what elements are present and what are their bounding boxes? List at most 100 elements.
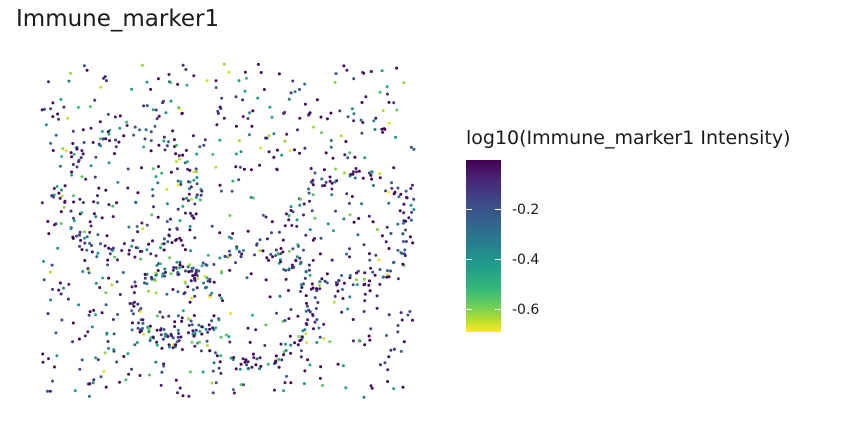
data-point (181, 63, 185, 67)
data-point (67, 282, 71, 286)
data-point (279, 260, 283, 264)
data-point (127, 248, 131, 252)
data-point (151, 239, 154, 243)
data-point (262, 88, 266, 91)
data-point (214, 381, 218, 385)
data-point (162, 364, 166, 368)
data-point (375, 306, 379, 310)
data-point (133, 125, 137, 129)
data-point (113, 115, 117, 119)
data-point (177, 154, 181, 158)
data-point (159, 383, 163, 387)
data-point (78, 367, 82, 371)
data-point (176, 314, 180, 318)
data-point (178, 219, 182, 223)
data-point (320, 177, 324, 181)
data-point (105, 234, 109, 238)
data-point (187, 394, 191, 398)
data-point (57, 288, 61, 292)
data-point (329, 145, 333, 149)
data-point (370, 170, 374, 174)
data-point (71, 340, 74, 344)
data-point (76, 105, 80, 109)
data-point (396, 222, 400, 226)
data-point (186, 265, 190, 269)
data-point (195, 193, 199, 197)
data-point (181, 394, 185, 398)
data-point (79, 238, 83, 242)
data-point (368, 338, 372, 342)
data-point (267, 258, 271, 262)
data-point (212, 361, 216, 365)
data-point (322, 337, 326, 340)
data-point (168, 345, 171, 349)
data-point (154, 254, 158, 258)
data-point (144, 128, 148, 132)
data-point (228, 268, 232, 272)
data-point (71, 142, 75, 145)
data-point (202, 143, 206, 147)
data-point (302, 382, 306, 386)
data-point (271, 255, 275, 259)
data-point (211, 152, 215, 156)
data-point (283, 381, 287, 385)
data-point (169, 272, 173, 276)
data-point (83, 334, 87, 338)
data-point (250, 365, 254, 369)
data-point (281, 238, 285, 242)
data-point (219, 354, 223, 358)
data-point (192, 314, 196, 317)
data-point (62, 205, 66, 209)
data-point (114, 145, 118, 149)
data-point (289, 308, 293, 311)
data-point (131, 302, 135, 306)
data-point (131, 239, 135, 242)
data-point (86, 330, 90, 334)
data-point (70, 173, 74, 177)
data-point (69, 209, 73, 213)
data-point (380, 69, 384, 73)
data-point (220, 96, 224, 100)
data-point (79, 156, 83, 160)
data-point (308, 273, 312, 277)
data-point (342, 281, 346, 285)
data-point (72, 200, 76, 204)
data-point (303, 82, 307, 86)
data-point (218, 293, 222, 297)
data-point (150, 277, 154, 281)
data-point (210, 291, 214, 295)
data-point (392, 166, 396, 170)
data-point (368, 289, 372, 293)
data-point (57, 117, 61, 121)
data-point (299, 290, 303, 293)
data-point (177, 272, 181, 276)
data-point (285, 132, 289, 136)
data-point (197, 269, 201, 273)
data-point (328, 179, 332, 183)
data-point (339, 134, 343, 138)
data-point (350, 195, 354, 198)
data-point (108, 252, 112, 256)
data-point (345, 192, 349, 196)
data-point (185, 83, 189, 87)
data-point (282, 389, 285, 393)
data-point (181, 309, 185, 313)
data-point (133, 280, 137, 284)
data-point (201, 261, 205, 265)
data-point (289, 205, 293, 209)
data-point (373, 273, 377, 277)
data-point (103, 244, 107, 248)
data-point (352, 77, 356, 81)
data-point (214, 326, 218, 330)
data-point (299, 355, 303, 359)
data-point (306, 318, 310, 322)
data-point (316, 301, 320, 304)
data-point (411, 318, 414, 322)
data-point (264, 136, 268, 140)
data-point (102, 369, 106, 373)
data-point (94, 356, 98, 360)
data-point (188, 228, 192, 232)
data-point (210, 224, 214, 228)
data-point (307, 268, 311, 272)
data-point (183, 248, 187, 252)
